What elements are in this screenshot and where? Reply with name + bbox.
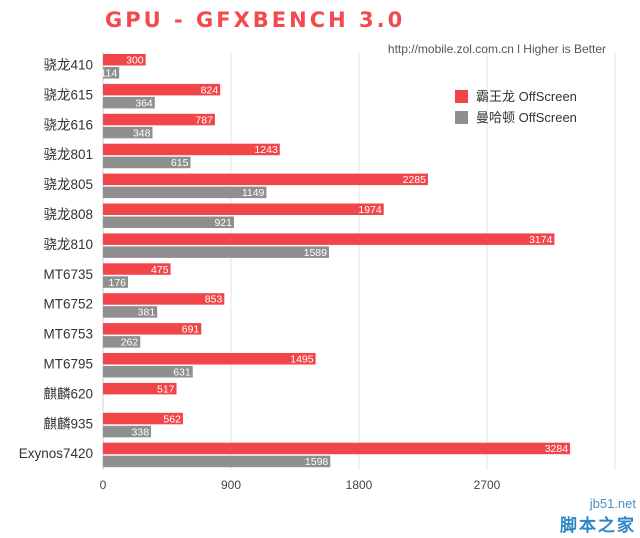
bar-trex — [103, 412, 183, 425]
legend-swatch — [455, 90, 468, 103]
bar-trex — [103, 382, 177, 395]
bar-manhattan — [103, 126, 153, 139]
bar-trex — [103, 233, 555, 245]
bar-value-label: 1149 — [242, 187, 265, 199]
bar-value-label: 338 — [132, 426, 150, 438]
category-label: 麒麟935 — [43, 416, 93, 431]
bar-value-label: 176 — [108, 277, 126, 289]
bar-value-label: 2285 — [403, 174, 427, 186]
bar-manhattan — [103, 366, 193, 378]
watermark: jb51.net 脚本之家 — [528, 496, 636, 535]
bar-value-label: 3174 — [529, 234, 553, 246]
bar-value-label: 1243 — [254, 144, 278, 156]
category-label: MT6753 — [43, 327, 93, 342]
bar-manhattan — [103, 455, 331, 468]
bar-value-label: 364 — [135, 97, 153, 109]
bar-trex — [103, 203, 384, 215]
bar-manhattan — [103, 246, 329, 258]
bar-value-label: 921 — [214, 217, 232, 229]
category-label: MT6735 — [43, 267, 93, 282]
bar-trex — [103, 353, 316, 365]
category-label: 骁龙808 — [43, 207, 93, 222]
bar-manhattan — [103, 156, 191, 169]
bar-value-label: 1974 — [358, 204, 382, 216]
category-label: 骁龙801 — [43, 147, 93, 162]
bar-trex — [103, 143, 280, 156]
watermark-line1: jb51.net — [589, 496, 636, 511]
x-tick-label: 0 — [100, 478, 107, 492]
x-tick-label: 900 — [221, 478, 241, 492]
category-label: 骁龙615 — [43, 87, 93, 102]
bar-value-label: 262 — [121, 337, 139, 349]
bar-value-label: 691 — [182, 324, 200, 336]
bar-value-label: 1589 — [304, 247, 328, 259]
bar-value-label: 517 — [157, 383, 175, 395]
chart-title: GPU - GFXBENCH 3.0 — [105, 8, 406, 32]
legend-label: 曼哈顿 OffScreen — [476, 110, 577, 125]
bar-trex — [103, 263, 171, 275]
bar-value-label: 3284 — [545, 443, 569, 455]
bar-value-label: 348 — [133, 127, 151, 139]
bar-value-label: 1495 — [290, 354, 314, 366]
bar-value-label: 300 — [126, 55, 144, 67]
category-label: 骁龙410 — [43, 58, 93, 73]
bar-trex — [103, 54, 146, 66]
bar-value-label: 853 — [205, 294, 223, 306]
bar-value-label: 114 — [100, 68, 117, 80]
bar-value-label: 381 — [138, 307, 156, 319]
category-label: MT6795 — [43, 357, 93, 372]
bar-value-label: 824 — [201, 84, 219, 96]
bar-trex — [103, 293, 225, 305]
bar-manhattan — [103, 425, 152, 438]
bar-value-label: 615 — [171, 157, 189, 169]
bar-trex — [103, 442, 571, 455]
bar-trex — [103, 323, 202, 335]
bar-value-label: 631 — [173, 367, 191, 379]
bar-manhattan — [103, 186, 267, 199]
bar-manhattan — [103, 216, 234, 228]
bar-trex — [103, 173, 428, 186]
bar-manhattan — [103, 96, 155, 109]
bar-manhattan — [103, 276, 129, 288]
bar-value-label: 475 — [151, 264, 169, 276]
category-label: 骁龙616 — [43, 117, 93, 132]
x-tick-label: 2700 — [474, 478, 501, 492]
category-label: 骁龙810 — [43, 237, 93, 252]
watermark-line2: 脚本之家 — [560, 516, 636, 535]
bar-value-label: 562 — [163, 413, 181, 425]
category-label: MT6752 — [43, 297, 93, 312]
bar-trex — [103, 83, 221, 96]
bar-manhattan — [103, 306, 158, 318]
bar-value-label: 1598 — [305, 456, 329, 468]
bar-manhattan — [103, 67, 120, 79]
category-label: 麒麟620 — [43, 386, 93, 401]
category-label: 骁龙805 — [43, 177, 93, 192]
bar-trex — [103, 113, 215, 126]
chart-subtitle: http://mobile.zol.com.cn l Higher is Bet… — [387, 42, 606, 56]
bar-manhattan — [103, 336, 141, 348]
x-tick-label: 1800 — [346, 478, 373, 492]
bar-value-label: 787 — [195, 114, 213, 126]
legend-label: 霸王龙 OffScreen — [476, 89, 577, 104]
legend-swatch — [455, 111, 468, 124]
category-label: Exynos7420 — [19, 446, 93, 461]
